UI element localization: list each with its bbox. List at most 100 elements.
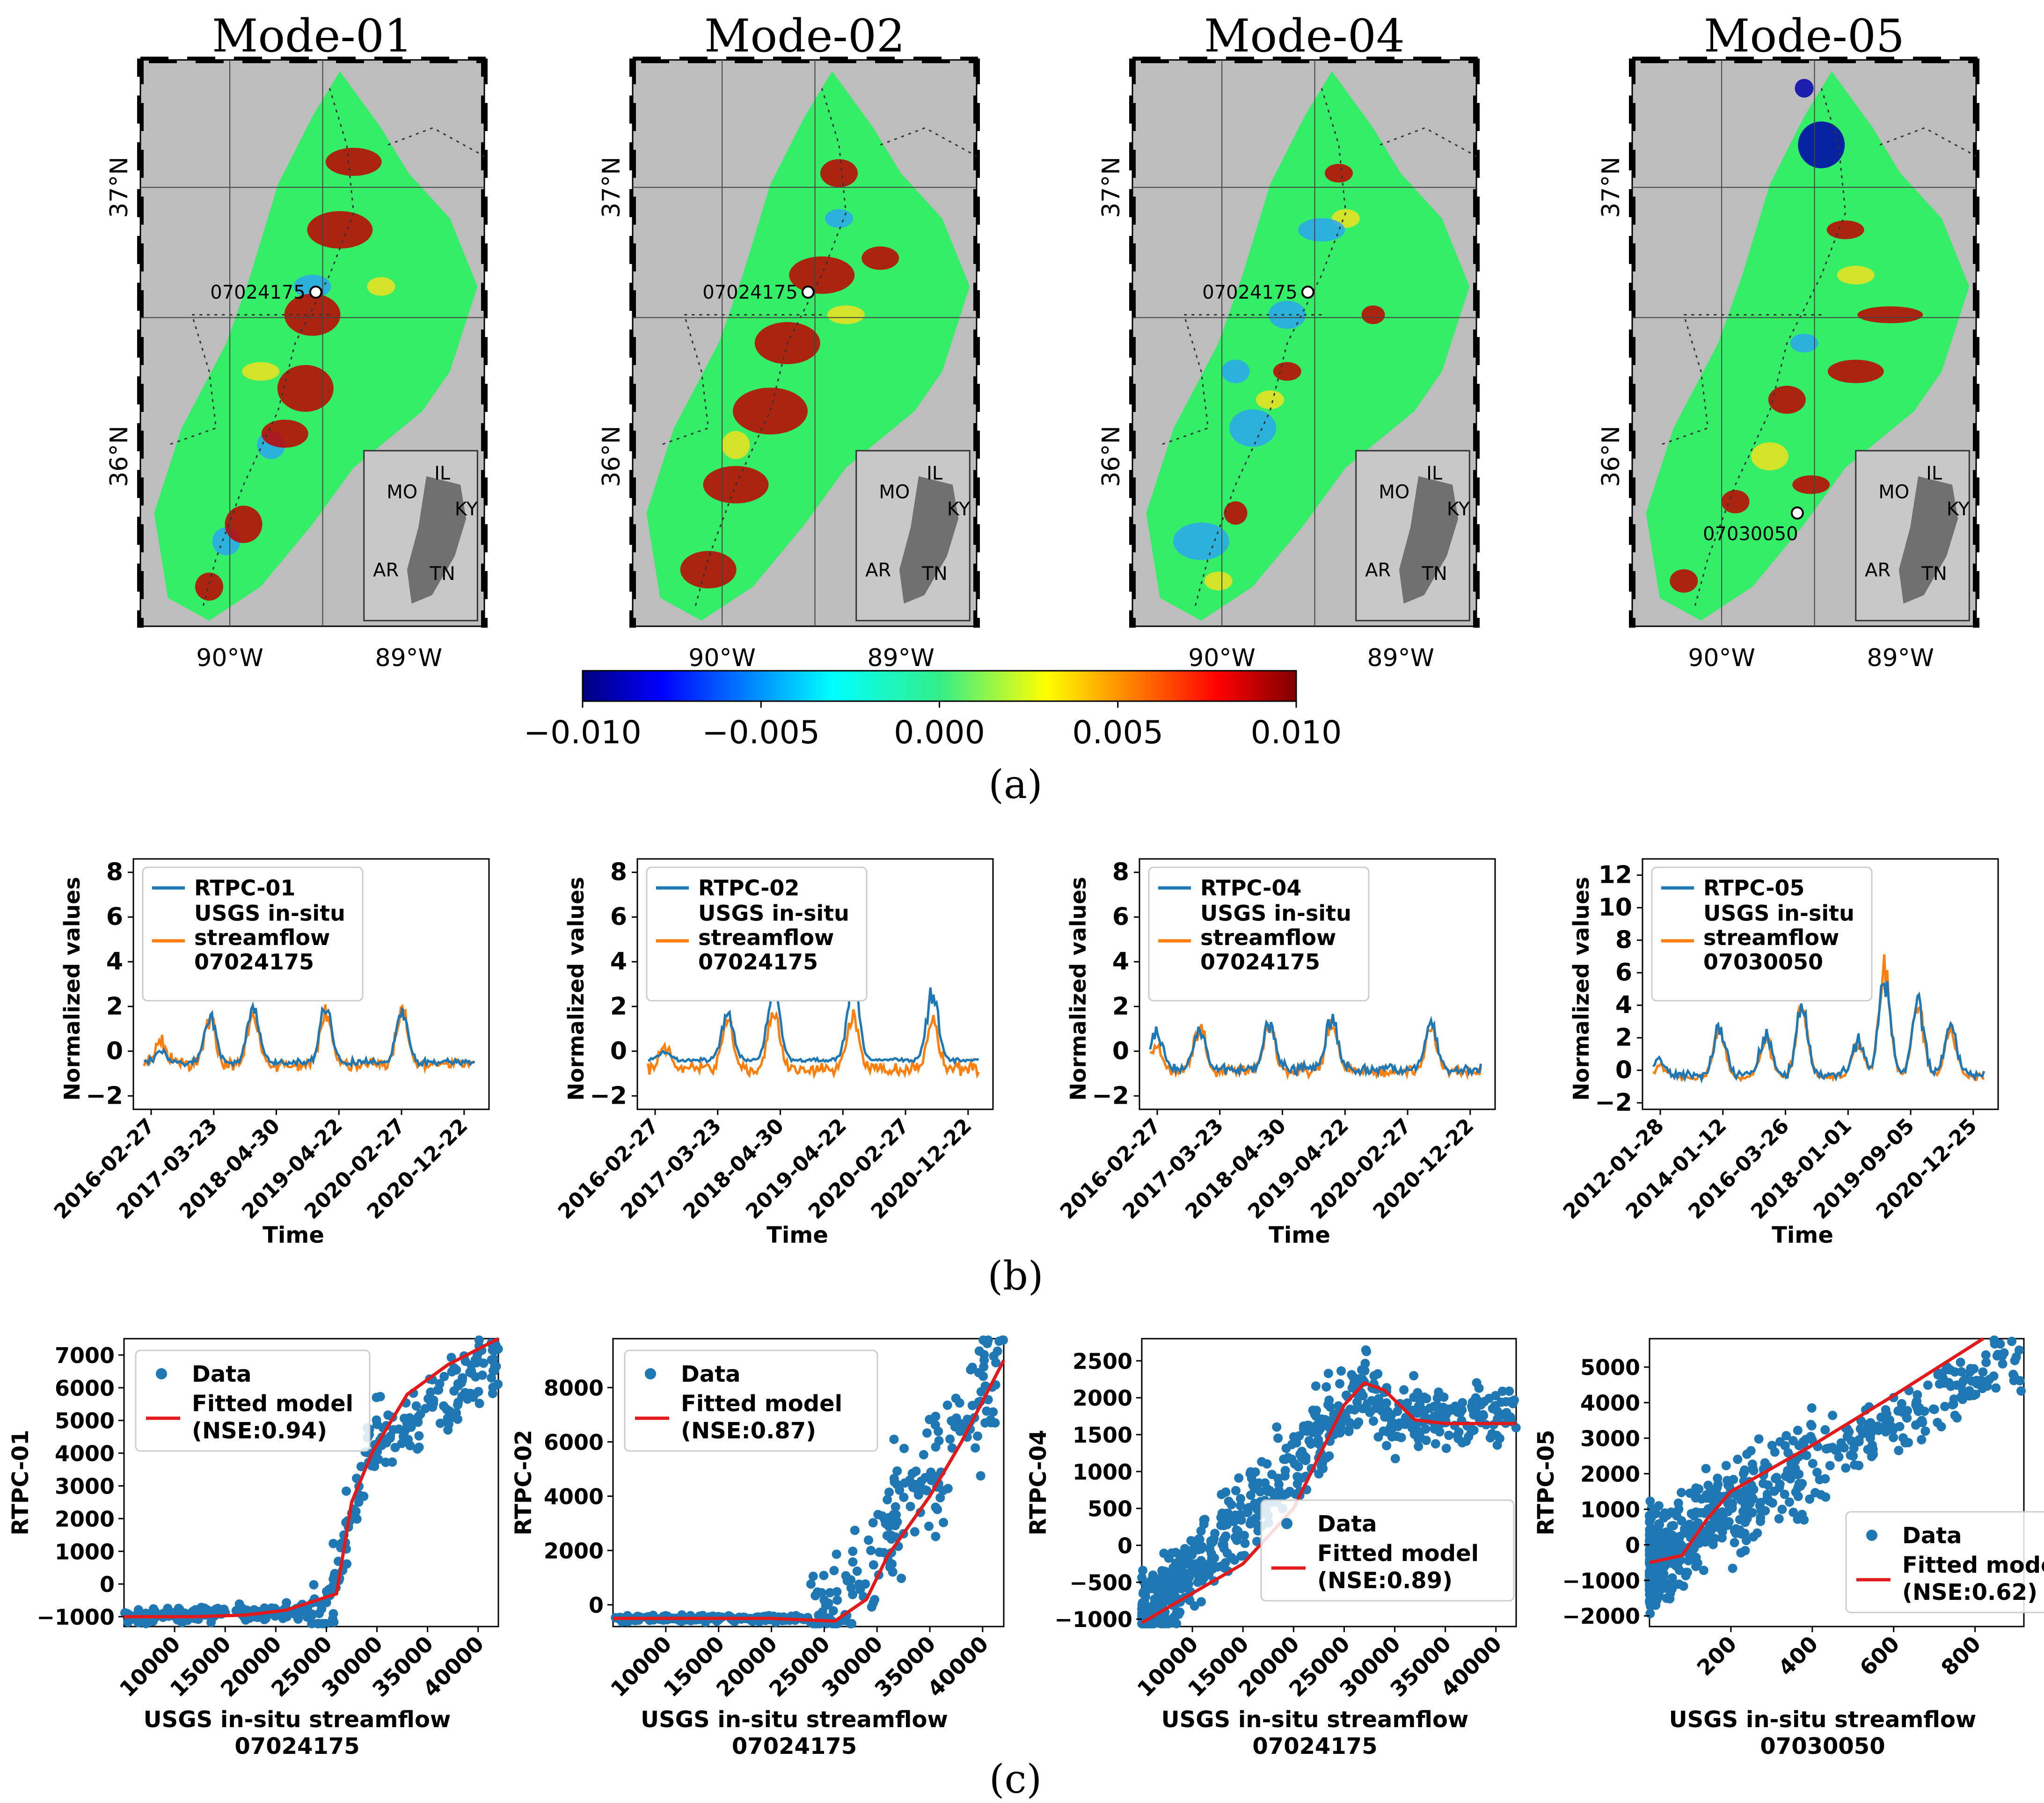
x-tick-label: 400 [1774,1631,1823,1681]
map-frame-right [973,59,980,628]
data-point [1373,1369,1383,1379]
data-point [342,1559,352,1569]
data-point [892,1517,902,1527]
data-point [892,1466,902,1476]
y-tick-label: 0 [106,1037,123,1065]
data-point [899,1444,909,1453]
y-tick-label: 1000 [1073,1459,1132,1485]
anomaly-positive [1768,386,1806,414]
data-point [317,1604,327,1614]
data-point [307,1619,317,1628]
data-point [1737,1488,1747,1497]
legend-label-usgs: USGS in-situ [698,901,849,926]
data-point [309,1580,319,1590]
latitude-label: 36°N [1597,425,1625,487]
data-point [1866,1429,1876,1438]
data-point [1653,1567,1663,1577]
x-tick-label: 800 [1936,1631,1986,1681]
data-point [1785,1497,1794,1507]
inset-state-label: MO [879,482,910,503]
fitted-model-line [1649,1337,1984,1564]
data-point [1445,1406,1455,1415]
y-tick-label: 8 [106,858,123,887]
data-point [1702,1493,1712,1503]
data-point [1352,1397,1362,1407]
legend-label-rtpc: RTPC-02 [698,875,799,901]
data-point [1252,1504,1262,1514]
data-point [907,1468,917,1478]
data-point [1197,1597,1206,1607]
state-border-river [201,88,355,610]
data-point [1196,1526,1206,1536]
legend-label-usgs: streamflow [698,925,834,950]
fitted-model-line [124,1337,499,1619]
data-point [1407,1423,1417,1433]
data-point [453,1381,463,1391]
data-point [1668,1531,1677,1540]
state-border [1659,314,1822,446]
x-axis-label: USGS in-situ streamflow [641,1707,948,1733]
state-border [1879,127,1977,157]
longitude-label: 89°W [868,644,935,672]
panel-label-b: (b) [987,1253,1043,1299]
x-axis-label: USGS in-situ streamflow [1669,1707,1977,1733]
data-point [1889,1433,1898,1443]
data-point [1718,1516,1728,1525]
data-point [1303,1421,1313,1430]
map-title: Mode-02 [704,10,905,62]
data-point [873,1510,883,1519]
data-point [1647,1503,1657,1513]
data-point [1172,1619,1182,1628]
station-marker [801,286,815,299]
map-frame-right [1973,59,1979,628]
data-point [1676,1540,1686,1550]
data-point [477,1371,487,1380]
y-tick-label: −2 [1595,1089,1632,1117]
data-point [1941,1365,1951,1375]
data-point [446,1353,456,1363]
data-point [1748,1463,1758,1473]
data-point [1175,1576,1184,1586]
data-point [1733,1454,1743,1464]
data-point [1504,1386,1514,1396]
data-point [1399,1385,1409,1395]
data-point [1421,1436,1431,1445]
data-point [2010,1356,2020,1365]
data-point [942,1400,952,1410]
latitude-label: 37°N [598,157,626,218]
y-tick-label: −2 [1092,1082,1129,1110]
data-point [1824,1444,1833,1453]
data-point [1793,1470,1803,1480]
inset-state-label: TN [1921,563,1947,585]
y-tick-label: 2 [610,992,627,1020]
y-tick-label: 0 [100,1572,115,1597]
data-point [1141,1587,1151,1597]
colorbar-tick-label: 0.000 [894,714,985,751]
series-usgs-line [647,1009,980,1080]
y-tick-label: 2000 [55,1506,115,1532]
data-point [1431,1439,1440,1449]
data-point [2015,1345,2024,1355]
data-point [1161,1573,1171,1583]
data-point [1903,1406,1913,1415]
data-point [1279,1454,1289,1464]
data-point [1956,1367,1966,1377]
data-point [885,1562,895,1572]
legend-label-usgs: 07024175 [1200,949,1320,975]
x-axis-label: Time [766,1222,828,1248]
data-point [818,1607,827,1617]
data-point [1396,1433,1406,1443]
anomaly-positive [277,365,334,412]
map-frame-left [137,59,144,628]
data-point [919,1450,928,1459]
data-point [1169,1590,1179,1599]
data-point [474,1399,484,1408]
data-point [1324,1451,1334,1461]
longitude-label: 90°W [196,644,263,672]
data-point [810,1591,820,1600]
anomaly-yellow [1204,572,1233,591]
data-point [1730,1538,1739,1547]
